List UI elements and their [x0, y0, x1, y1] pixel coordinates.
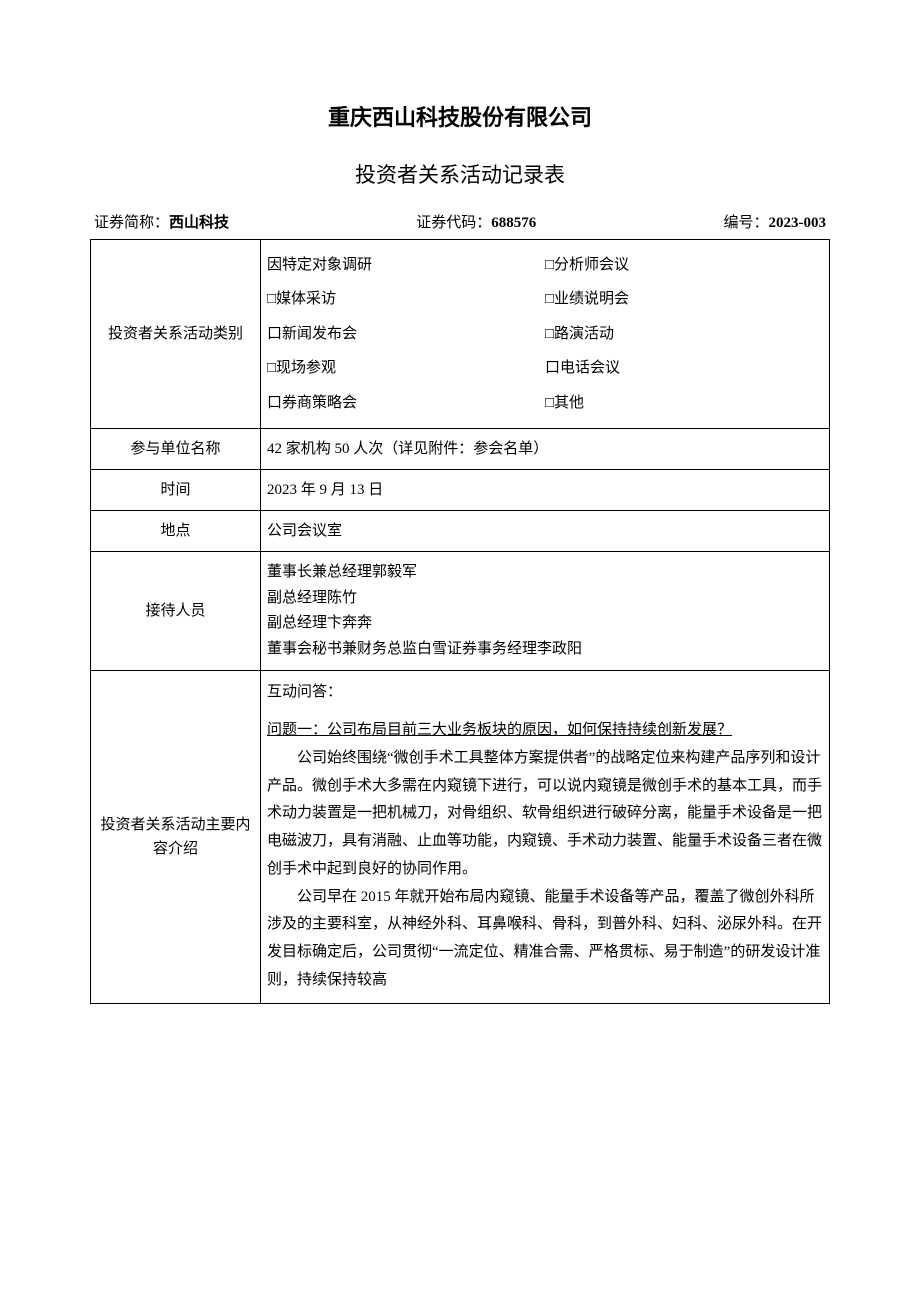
company-title: 重庆西山科技股份有限公司: [90, 100, 830, 135]
time-value: 2023 年 9 月 13 日: [261, 470, 830, 511]
sec-short: 证券简称：西山科技: [94, 211, 229, 235]
opt: □其他: [545, 386, 823, 421]
opt: □路演活动: [545, 317, 823, 352]
participants-value: 42 家机构 50 人次（详见附件：参会名单）: [261, 429, 830, 470]
content-label: 投资者关系活动主要内容介绍: [91, 671, 261, 1003]
receiver-line: 董事长兼总经理郭毅军: [267, 560, 823, 586]
doc-no: 编号：2023-003: [723, 211, 826, 235]
location-value: 公司会议室: [261, 511, 830, 552]
opt: □现场参观: [267, 351, 545, 386]
answer-para-1: 公司始终围绕“微创手术工具整体方案提供者”的战略定位来构建产品序列和设计产品。微…: [267, 745, 823, 884]
row-time: 时间 2023 年 9 月 13 日: [91, 470, 830, 511]
activity-type-label: 投资者关系活动类别: [91, 239, 261, 429]
receiver-line: 副总经理卞奔奔: [267, 611, 823, 637]
receivers-value: 董事长兼总经理郭毅军 副总经理陈竹 副总经理卞奔奔 董事会秘书兼财务总监白雪证券…: [261, 552, 830, 671]
sec-short-label: 证券简称：: [94, 215, 169, 231]
time-label: 时间: [91, 470, 261, 511]
receiver-line: 副总经理陈竹: [267, 586, 823, 612]
sec-code-value: 688576: [491, 215, 536, 231]
sec-short-value: 西山科技: [169, 215, 229, 231]
activity-type-value: 因特定对象调研□分析师会议 □媒体采访□业绩说明会 口新闻发布会□路演活动 □现…: [261, 239, 830, 429]
sec-code-label: 证券代码：: [416, 215, 491, 231]
opt: 因特定对象调研: [267, 248, 545, 283]
question-1: 问题一：公司布局目前三大业务板块的原因，如何保持持续创新发展？: [267, 717, 823, 745]
receivers-list: 董事长兼总经理郭毅军 副总经理陈竹 副总经理卞奔奔 董事会秘书兼财务总监白雪证券…: [267, 560, 823, 662]
opt: □媒体采访: [267, 282, 545, 317]
doc-no-value: 2023-003: [769, 215, 827, 231]
doc-title: 投资者关系活动记录表: [90, 159, 830, 193]
opt: □业绩说明会: [545, 282, 823, 317]
location-label: 地点: [91, 511, 261, 552]
qa-header: 互动问答：: [267, 679, 823, 707]
meta-row: 证券简称：西山科技 证券代码：688576 编号：2023-003: [90, 211, 830, 235]
participants-label: 参与单位名称: [91, 429, 261, 470]
doc-no-label: 编号：: [723, 215, 768, 231]
row-location: 地点 公司会议室: [91, 511, 830, 552]
opt: □分析师会议: [545, 248, 823, 283]
row-receivers: 接待人员 董事长兼总经理郭毅军 副总经理陈竹 副总经理卞奔奔 董事会秘书兼财务总…: [91, 552, 830, 671]
opt: 口新闻发布会: [267, 317, 545, 352]
opt: 口券商策略会: [267, 386, 545, 421]
receivers-label: 接待人员: [91, 552, 261, 671]
main-table: 投资者关系活动类别 因特定对象调研□分析师会议 □媒体采访□业绩说明会 口新闻发…: [90, 239, 830, 1004]
answer-para-2: 公司早在 2015 年就开始布局内窥镜、能量手术设备等产品，覆盖了微创外科所涉及…: [267, 884, 823, 995]
row-participants: 参与单位名称 42 家机构 50 人次（详见附件：参会名单）: [91, 429, 830, 470]
row-activity-type: 投资者关系活动类别 因特定对象调研□分析师会议 □媒体采访□业绩说明会 口新闻发…: [91, 239, 830, 429]
content-value: 互动问答： 问题一：公司布局目前三大业务板块的原因，如何保持持续创新发展？ 公司…: [261, 671, 830, 1003]
activity-options: 因特定对象调研□分析师会议 □媒体采访□业绩说明会 口新闻发布会□路演活动 □现…: [267, 248, 823, 421]
opt: 口电话会议: [545, 351, 823, 386]
sec-code: 证券代码：688576: [416, 211, 536, 235]
receiver-line: 董事会秘书兼财务总监白雪证券事务经理李政阳: [267, 637, 823, 663]
row-content: 投资者关系活动主要内容介绍 互动问答： 问题一：公司布局目前三大业务板块的原因，…: [91, 671, 830, 1003]
